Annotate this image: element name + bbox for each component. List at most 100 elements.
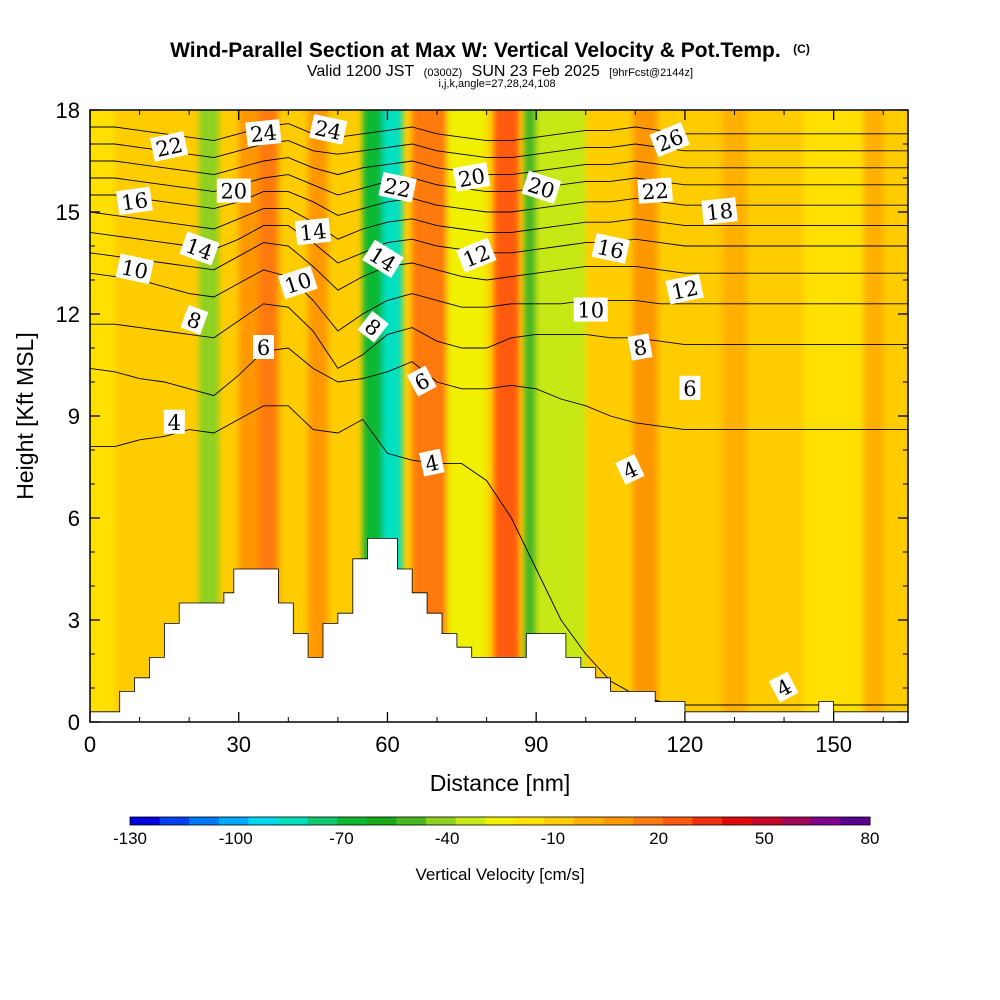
x-tick-label: 60	[375, 732, 399, 757]
x-tick-label: 150	[815, 732, 852, 757]
contour-label: 16	[115, 186, 153, 216]
contour-label: 6	[406, 365, 437, 397]
contour-label: 10	[573, 297, 608, 323]
contour-label: 14	[179, 231, 220, 266]
valid-utc-label: (0300Z)	[424, 67, 463, 79]
theta-contour-18	[90, 191, 908, 216]
colorbar-tick-label: -70	[329, 829, 354, 848]
velocity-column	[494, 110, 519, 722]
colorbar-swatch	[840, 817, 871, 825]
colorbar-ticks: -130 -100 -70 -40 -10 20 50 80	[113, 829, 879, 848]
colorbar-swatch	[337, 817, 368, 825]
x-tick-label: 0	[84, 732, 96, 757]
valid-time-label: Valid 1200 JST	[307, 63, 415, 80]
chart-title: Wind-Parallel Section at Max W: Vertical…	[170, 39, 781, 62]
y-tick-label: 12	[56, 302, 80, 327]
contour-label: 4	[615, 454, 645, 485]
contour-label-text: 6	[257, 336, 270, 360]
contour-label-text: 22	[641, 179, 669, 205]
colorbar-tick-label: 50	[755, 829, 774, 848]
y-tick-label: 15	[56, 200, 80, 225]
contour-label: 20	[216, 178, 251, 204]
contour-label-text: 22	[154, 133, 185, 162]
colorbar-swatch	[722, 817, 753, 825]
velocity-column	[722, 110, 747, 722]
colorbar-swatch	[751, 817, 782, 825]
contour-label-text: 18	[705, 199, 734, 226]
velocity-column	[803, 110, 864, 722]
valid-date-label: SUN 23 Feb 2025	[472, 63, 600, 80]
y-axis: 0 3 6 9 12 15 18	[56, 98, 908, 735]
theta-contour-12	[90, 242, 908, 291]
x-tick-label: 90	[524, 732, 548, 757]
y-tick-label: 0	[68, 710, 80, 735]
x-axis-label: Distance [nm]	[430, 770, 571, 796]
svg-text:Valid 1200 JST (0300Z): Valid 1200 JST (0300Z) SUN 23 Feb 2025 […	[307, 63, 693, 80]
theta-contour-24	[90, 140, 908, 159]
x-axis: 0 30 60 90 120 150	[84, 110, 884, 757]
colorbar-swatch	[514, 817, 545, 825]
contour-label: 20	[452, 162, 491, 192]
contour-label: 8	[627, 333, 653, 361]
x-tick-label: 120	[667, 732, 704, 757]
contour-label-text: 22	[382, 174, 413, 203]
contour-label: 6	[253, 335, 274, 360]
grid-indices-label: i,j,k,angle=27,28,24,108	[438, 78, 555, 90]
contour-label-text: 16	[120, 188, 150, 215]
contour-label: 12	[665, 273, 704, 305]
theta-contour-4	[90, 405, 908, 706]
theta-contour-14	[90, 225, 908, 264]
colorbar-swatch	[810, 817, 841, 825]
colorbar-swatch	[159, 817, 190, 825]
contour-label: 4	[163, 409, 185, 435]
contour-label: 4	[768, 671, 799, 703]
y-axis-label: Height [Kft MSL]	[12, 332, 38, 499]
colorbar-swatch	[633, 817, 664, 825]
contour-label: 6	[679, 375, 701, 401]
contour-label-text: 6	[683, 377, 696, 401]
colorbar-tick-label: -130	[113, 829, 147, 848]
colorbar-swatch	[189, 817, 220, 825]
contour-label-text: 12	[669, 276, 700, 305]
colorbar-swatch	[692, 817, 723, 825]
contour-label: 18	[701, 197, 738, 226]
contour-label: 8	[180, 304, 209, 335]
contour-label: 16	[591, 233, 630, 264]
colorbar-swatch	[574, 817, 605, 825]
contour-label-text: 4	[423, 450, 441, 476]
contour-label-text: 24	[249, 120, 278, 147]
colorbar-swatch	[366, 817, 397, 825]
contour-label: 22	[637, 177, 673, 205]
y-tick-label: 6	[68, 506, 80, 531]
svg-text:Wind-Parallel Section at Max W: Wind-Parallel Section at Max W: Vertical…	[170, 39, 810, 62]
contour-label-text: 20	[220, 180, 247, 204]
contour-label: 4	[419, 448, 445, 477]
colorbar-tick-label: -40	[435, 829, 460, 848]
contour-label-text: 10	[577, 299, 604, 323]
forecast-label: [9hrFcst@2144z]	[609, 67, 693, 79]
velocity-column	[199, 110, 219, 722]
velocity-column	[863, 110, 884, 722]
theta-contour-16	[90, 208, 908, 240]
colorbar-swatch	[455, 817, 486, 825]
colorbar-swatch	[603, 817, 634, 825]
copyright-mark: (C)	[793, 42, 810, 56]
colorbar	[129, 816, 871, 826]
colorbar-swatch	[485, 817, 516, 825]
velocity-column	[308, 110, 328, 722]
contour-label-text: 16	[595, 235, 626, 264]
theta-contour-10	[90, 269, 908, 332]
theta-contour-26	[90, 123, 908, 142]
y-tick-label: 3	[68, 608, 80, 633]
contour-label: 22	[378, 171, 417, 203]
contour-label: 12	[456, 237, 497, 273]
theta-contours	[90, 123, 908, 706]
x-tick-label: 30	[226, 732, 250, 757]
colorbar-tick-label: 80	[861, 829, 880, 848]
colorbar-swatch	[130, 817, 161, 825]
colorbar-tick-label: 20	[649, 829, 668, 848]
colorbar-label: Vertical Velocity [cm/s]	[415, 865, 584, 884]
colorbar-swatch	[218, 817, 249, 825]
